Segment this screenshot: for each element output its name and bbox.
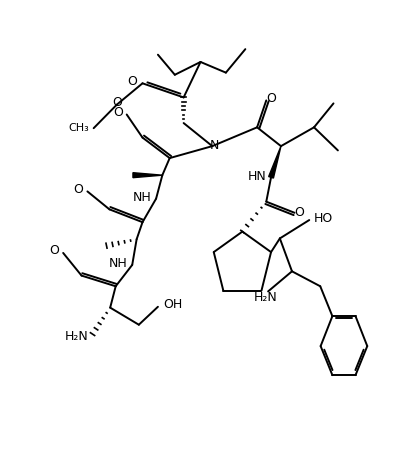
Text: O: O: [266, 92, 276, 105]
Polygon shape: [133, 172, 162, 178]
Text: H₂N: H₂N: [65, 329, 88, 343]
Text: HO: HO: [314, 212, 333, 225]
Text: O: O: [49, 244, 59, 258]
Text: HN: HN: [247, 170, 266, 183]
Text: O: O: [74, 183, 83, 196]
Text: NH: NH: [133, 191, 151, 204]
Text: O: O: [112, 96, 122, 109]
Text: CH₃: CH₃: [68, 123, 88, 133]
Text: O: O: [295, 206, 305, 219]
Text: O: O: [113, 106, 123, 119]
Text: NH: NH: [108, 258, 127, 270]
Text: H₂N: H₂N: [254, 291, 278, 304]
Text: O: O: [128, 75, 137, 88]
Polygon shape: [269, 146, 281, 178]
Text: N: N: [210, 139, 219, 152]
Text: OH: OH: [163, 298, 182, 311]
